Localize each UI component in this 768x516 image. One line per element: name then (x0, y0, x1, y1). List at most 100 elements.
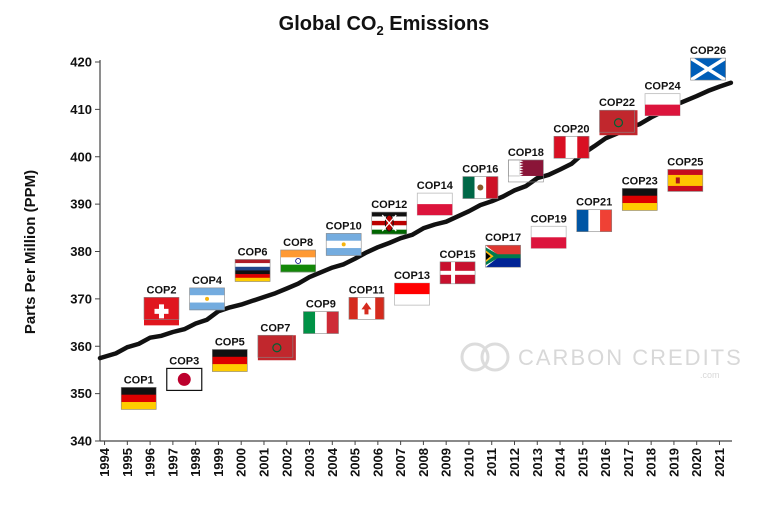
cop-marker: COP6 (234, 246, 271, 282)
chart-title: Global CO2 Emissions (279, 13, 490, 38)
x-tick-label: 2020 (689, 448, 704, 477)
cop-label: COP25 (667, 156, 703, 168)
germany-flag-icon (120, 387, 157, 410)
x-tick-label: 1994 (97, 447, 112, 477)
cop-label: COP19 (531, 213, 567, 225)
peru-flag-icon (553, 135, 590, 159)
cop-marker: COP10 (325, 220, 362, 256)
cop-label: COP16 (462, 164, 498, 176)
y-axis-label: Parts Per Million (PPM) (22, 170, 39, 334)
cop-label: COP22 (599, 97, 635, 109)
x-tick-label: 2000 (234, 448, 249, 477)
cop-marker: COP3 (166, 355, 203, 392)
cop-marker: COP24 (644, 81, 681, 117)
argentina-flag-icon (325, 233, 362, 256)
x-tick-label: 2012 (507, 448, 522, 477)
x-tick-label: 2017 (621, 448, 636, 477)
morocco-flag-icon (257, 334, 296, 361)
switzerland-flag-icon (143, 297, 180, 326)
cop-marker: COP8 (280, 237, 316, 273)
poland-flag-icon (530, 225, 567, 249)
cop-marker: COP15 (439, 249, 476, 285)
cop-label: COP13 (394, 270, 430, 282)
france-flag-icon (576, 209, 613, 233)
cop-marker: COP5 (212, 336, 248, 372)
watermark-sub: .com (700, 370, 720, 380)
cop-label: COP21 (576, 197, 612, 209)
cop-label: COP8 (283, 237, 313, 249)
cop-label: COP6 (238, 246, 268, 258)
cop-marker: COP13 (394, 270, 430, 306)
japan-flag-icon (166, 367, 203, 392)
x-tick-label: 2021 (712, 448, 727, 477)
cop-marker: COP1 (120, 374, 157, 410)
spain-flag-icon (667, 169, 704, 192)
x-tick-label: 2006 (370, 448, 385, 477)
cop-label: COP2 (147, 284, 177, 296)
x-tick-label: 2019 (666, 448, 681, 477)
cop-marker: COP14 (416, 180, 454, 216)
kenya-flag-icon (371, 211, 408, 235)
y-tick-label: 390 (70, 197, 92, 212)
x-tick-label: 2004 (325, 447, 340, 477)
netherlands_germany-flag-icon (234, 259, 271, 282)
axes: 340 350 360 370 380 390 400 410 420 1994 1995 1996 1… (70, 55, 732, 477)
indonesia-flag-icon (394, 282, 430, 306)
cop-label: COP23 (622, 175, 658, 187)
canada-flag-icon (348, 297, 385, 320)
denmark-flag-icon (439, 261, 476, 285)
cop-marker: COP25 (667, 156, 704, 192)
qatar-flag-icon (507, 159, 544, 183)
cop-label: COP26 (690, 45, 726, 57)
germany-flag-icon (621, 188, 658, 211)
cop-label: COP12 (371, 199, 407, 211)
x-tick-label: 2005 (348, 448, 363, 477)
cop-label: COP3 (169, 355, 199, 367)
x-tick-label: 1997 (165, 448, 180, 477)
y-tick-label: 410 (70, 102, 92, 117)
cop-marker: COP11 (348, 284, 385, 320)
x-tick-label: 2008 (416, 448, 431, 477)
x-tick-label: 2001 (256, 448, 271, 477)
morocco-flag-icon (599, 109, 638, 136)
cop-label: COP9 (306, 299, 336, 311)
x-tick-label: 2002 (279, 448, 294, 477)
x-tick-label: 2009 (439, 448, 454, 477)
x-tick-label: 2011 (484, 448, 499, 476)
y-tick-label: 340 (70, 434, 92, 449)
x-tick-label: 2018 (644, 448, 659, 477)
cop-label: COP14 (417, 180, 454, 192)
cop-label: COP18 (508, 147, 544, 159)
x-tick-label: 2003 (302, 448, 317, 477)
cop-label: COP7 (260, 322, 290, 334)
cop-label: COP17 (485, 232, 521, 244)
cop-marker: COP12 (371, 199, 408, 235)
cop-label: COP5 (215, 336, 245, 348)
south_africa-flag-icon (485, 244, 521, 268)
watermark-text: CARBON CREDITS (518, 345, 743, 370)
argentina-flag-icon (189, 287, 225, 311)
cop-label: COP1 (124, 374, 154, 386)
cop-marker: COP4 (189, 275, 225, 311)
cop-label: COP20 (553, 123, 589, 135)
cop-marker: COP7 (257, 322, 296, 361)
cop-marker: COP26 (689, 45, 727, 82)
cop-label: COP15 (440, 249, 476, 261)
carbon-credits-logo-icon (460, 342, 510, 372)
x-tick-label: 2016 (598, 448, 613, 477)
cop-marker: COP16 (462, 164, 498, 199)
x-tick-label: 1996 (143, 448, 158, 477)
cop-marker: COP19 (530, 213, 567, 249)
x-tick-label: 2014 (553, 447, 568, 477)
x-tick-label: 1998 (188, 448, 203, 477)
y-tick-label: 350 (70, 386, 92, 401)
cop-label: COP10 (326, 220, 362, 232)
cop-marker: COP23 (621, 175, 658, 211)
watermark: CARBON CREDITS .com (460, 342, 743, 380)
x-tick-label: 2007 (393, 448, 408, 477)
x-tick-label: 2013 (530, 448, 545, 477)
mexico-flag-icon (462, 176, 499, 199)
y-tick-label: 380 (70, 244, 92, 259)
poland-flag-icon (416, 192, 453, 216)
